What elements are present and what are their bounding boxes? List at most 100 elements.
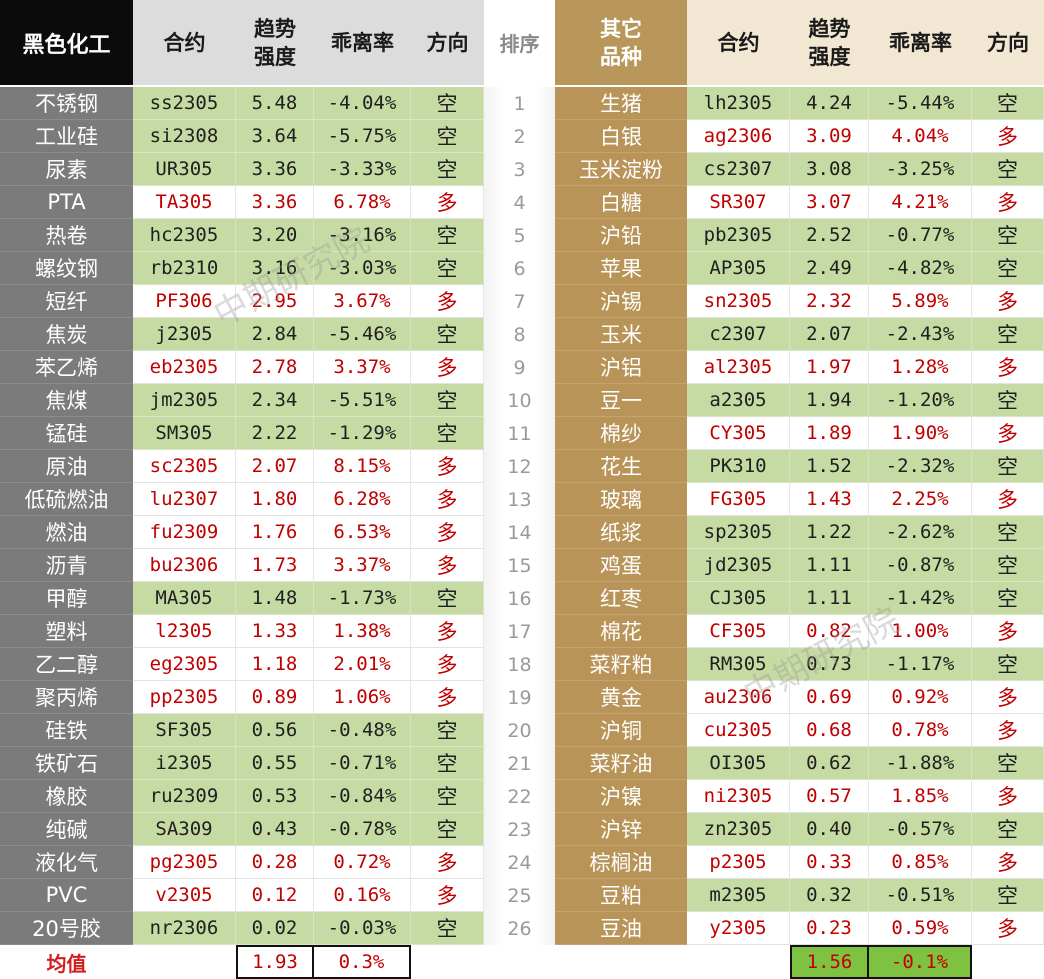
right-direction-cell: 多 [972, 417, 1044, 450]
right-deviation-cell: -1.17% [869, 648, 972, 681]
left-contract-cell: MA305 [133, 582, 236, 615]
left-product-name: 塑料 [0, 615, 133, 648]
right-contract-cell: jd2305 [687, 549, 790, 582]
left-contract-cell: eg2305 [133, 648, 236, 681]
right-contract-cell: ni2305 [687, 780, 790, 813]
right-direction-cell: 多 [972, 681, 1044, 714]
table-row: 螺纹钢 rb2310 3.16 -3.03% 空 6 苹果 AP305 2.49 -4.82% 空 [0, 252, 1044, 285]
left-direction-cell: 多 [411, 186, 484, 219]
right-product-name: 沪铝 [555, 351, 687, 384]
right-contract-cell: m2305 [687, 879, 790, 912]
rank-cell: 22 [484, 780, 555, 813]
left-deviation-cell: -5.75% [314, 120, 411, 153]
left-direction-header: 方向 [411, 0, 484, 85]
left-direction-cell: 多 [411, 516, 484, 549]
left-deviation-cell: 6.53% [314, 516, 411, 549]
right-trend-cell: 0.57 [790, 780, 869, 813]
left-direction-cell: 空 [411, 780, 484, 813]
table-row: 原油 sc2305 2.07 8.15% 多 12 花生 PK310 1.52 -2.32% 空 [0, 450, 1044, 483]
right-contract-cell: FG305 [687, 483, 790, 516]
left-direction-cell: 空 [411, 813, 484, 846]
left-product-name: 尿素 [0, 153, 133, 186]
left-deviation-cell: 3.37% [314, 351, 411, 384]
right-product-name: 沪锌 [555, 813, 687, 846]
right-direction-cell: 多 [972, 615, 1044, 648]
rank-cell: 5 [484, 219, 555, 252]
right-trend-cell: 0.82 [790, 615, 869, 648]
right-deviation-cell: -2.43% [869, 318, 972, 351]
right-product-name: 玻璃 [555, 483, 687, 516]
right-contract-cell: y2305 [687, 912, 790, 945]
left-contract-cell: PF306 [133, 285, 236, 318]
left-product-name: 螺纹钢 [0, 252, 133, 285]
left-direction-cell: 空 [411, 120, 484, 153]
left-deviation-cell: -0.48% [314, 714, 411, 747]
left-direction-cell: 空 [411, 417, 484, 450]
right-deviation-cell: 0.59% [869, 912, 972, 945]
left-product-name: 焦炭 [0, 318, 133, 351]
left-contract-cell: i2305 [133, 747, 236, 780]
left-trend-cell: 2.07 [236, 450, 314, 483]
right-product-name: 沪锡 [555, 285, 687, 318]
left-contract-cell: UR305 [133, 153, 236, 186]
right-contract-cell: PK310 [687, 450, 790, 483]
left-product-name: PTA [0, 186, 133, 219]
rank-cell: 16 [484, 582, 555, 615]
left-trend-cell: 0.43 [236, 813, 314, 846]
right-product-name: 白糖 [555, 186, 687, 219]
table-row: 聚丙烯 pp2305 0.89 1.06% 多 19 黄金 au2306 0.69 0.92% 多 [0, 681, 1044, 714]
right-contract-cell: zn2305 [687, 813, 790, 846]
right-deviation-cell: 1.85% [869, 780, 972, 813]
left-deviation-cell: 6.78% [314, 186, 411, 219]
average-row: 均值 1.93 0.3% 1.56 -0.1% [0, 945, 1044, 979]
left-product-name: 工业硅 [0, 120, 133, 153]
left-product-name: 原油 [0, 450, 133, 483]
left-direction-cell: 空 [411, 747, 484, 780]
table-row: 硅铁 SF305 0.56 -0.48% 空 20 沪铜 cu2305 0.68 0.78% 多 [0, 714, 1044, 747]
right-direction-cell: 空 [972, 318, 1044, 351]
right-deviation-average: -0.1% [869, 945, 972, 979]
left-direction-cell: 多 [411, 648, 484, 681]
right-contract-cell: OI305 [687, 747, 790, 780]
right-product-name: 鸡蛋 [555, 549, 687, 582]
right-direction-cell: 空 [972, 384, 1044, 417]
left-product-name: 20号胶 [0, 912, 133, 945]
right-product-name: 菜籽粕 [555, 648, 687, 681]
left-deviation-cell: -0.78% [314, 813, 411, 846]
right-product-name: 白银 [555, 120, 687, 153]
left-contract-cell: j2305 [133, 318, 236, 351]
left-direction-cell: 空 [411, 384, 484, 417]
table-row: 20号胶 nr2306 0.02 -0.03% 空 26 豆油 y2305 0.23 0.59% 多 [0, 912, 1044, 945]
rank-cell: 23 [484, 813, 555, 846]
left-contract-cell: l2305 [133, 615, 236, 648]
left-deviation-cell: 3.37% [314, 549, 411, 582]
right-product-name: 豆粕 [555, 879, 687, 912]
left-deviation-cell: -1.29% [314, 417, 411, 450]
left-trend-cell: 3.36 [236, 186, 314, 219]
right-trend-cell: 2.07 [790, 318, 869, 351]
right-product-name: 苹果 [555, 252, 687, 285]
left-direction-cell: 多 [411, 681, 484, 714]
right-direction-cell: 空 [972, 549, 1044, 582]
table-row: 燃油 fu2309 1.76 6.53% 多 14 纸浆 sp2305 1.22 -2.62% 空 [0, 516, 1044, 549]
left-deviation-cell: 6.28% [314, 483, 411, 516]
right-deviation-cell: 0.78% [869, 714, 972, 747]
rank-cell: 19 [484, 681, 555, 714]
right-product-name: 玉米淀粉 [555, 153, 687, 186]
left-contract-cell: ss2305 [133, 87, 236, 120]
right-trend-cell: 0.69 [790, 681, 869, 714]
left-trend-cell: 1.33 [236, 615, 314, 648]
right-direction-cell: 空 [972, 87, 1044, 120]
left-direction-cell: 空 [411, 252, 484, 285]
right-deviation-cell: -0.77% [869, 219, 972, 252]
right-contract-cell: RM305 [687, 648, 790, 681]
left-contract-cell: bu2306 [133, 549, 236, 582]
left-direction-cell: 空 [411, 912, 484, 945]
right-trend-cell: 0.62 [790, 747, 869, 780]
left-product-name: 硅铁 [0, 714, 133, 747]
right-trend-cell: 0.33 [790, 846, 869, 879]
left-direction-cell: 空 [411, 87, 484, 120]
left-trend-cell: 3.36 [236, 153, 314, 186]
right-deviation-cell: -0.87% [869, 549, 972, 582]
right-contract-cell: au2306 [687, 681, 790, 714]
